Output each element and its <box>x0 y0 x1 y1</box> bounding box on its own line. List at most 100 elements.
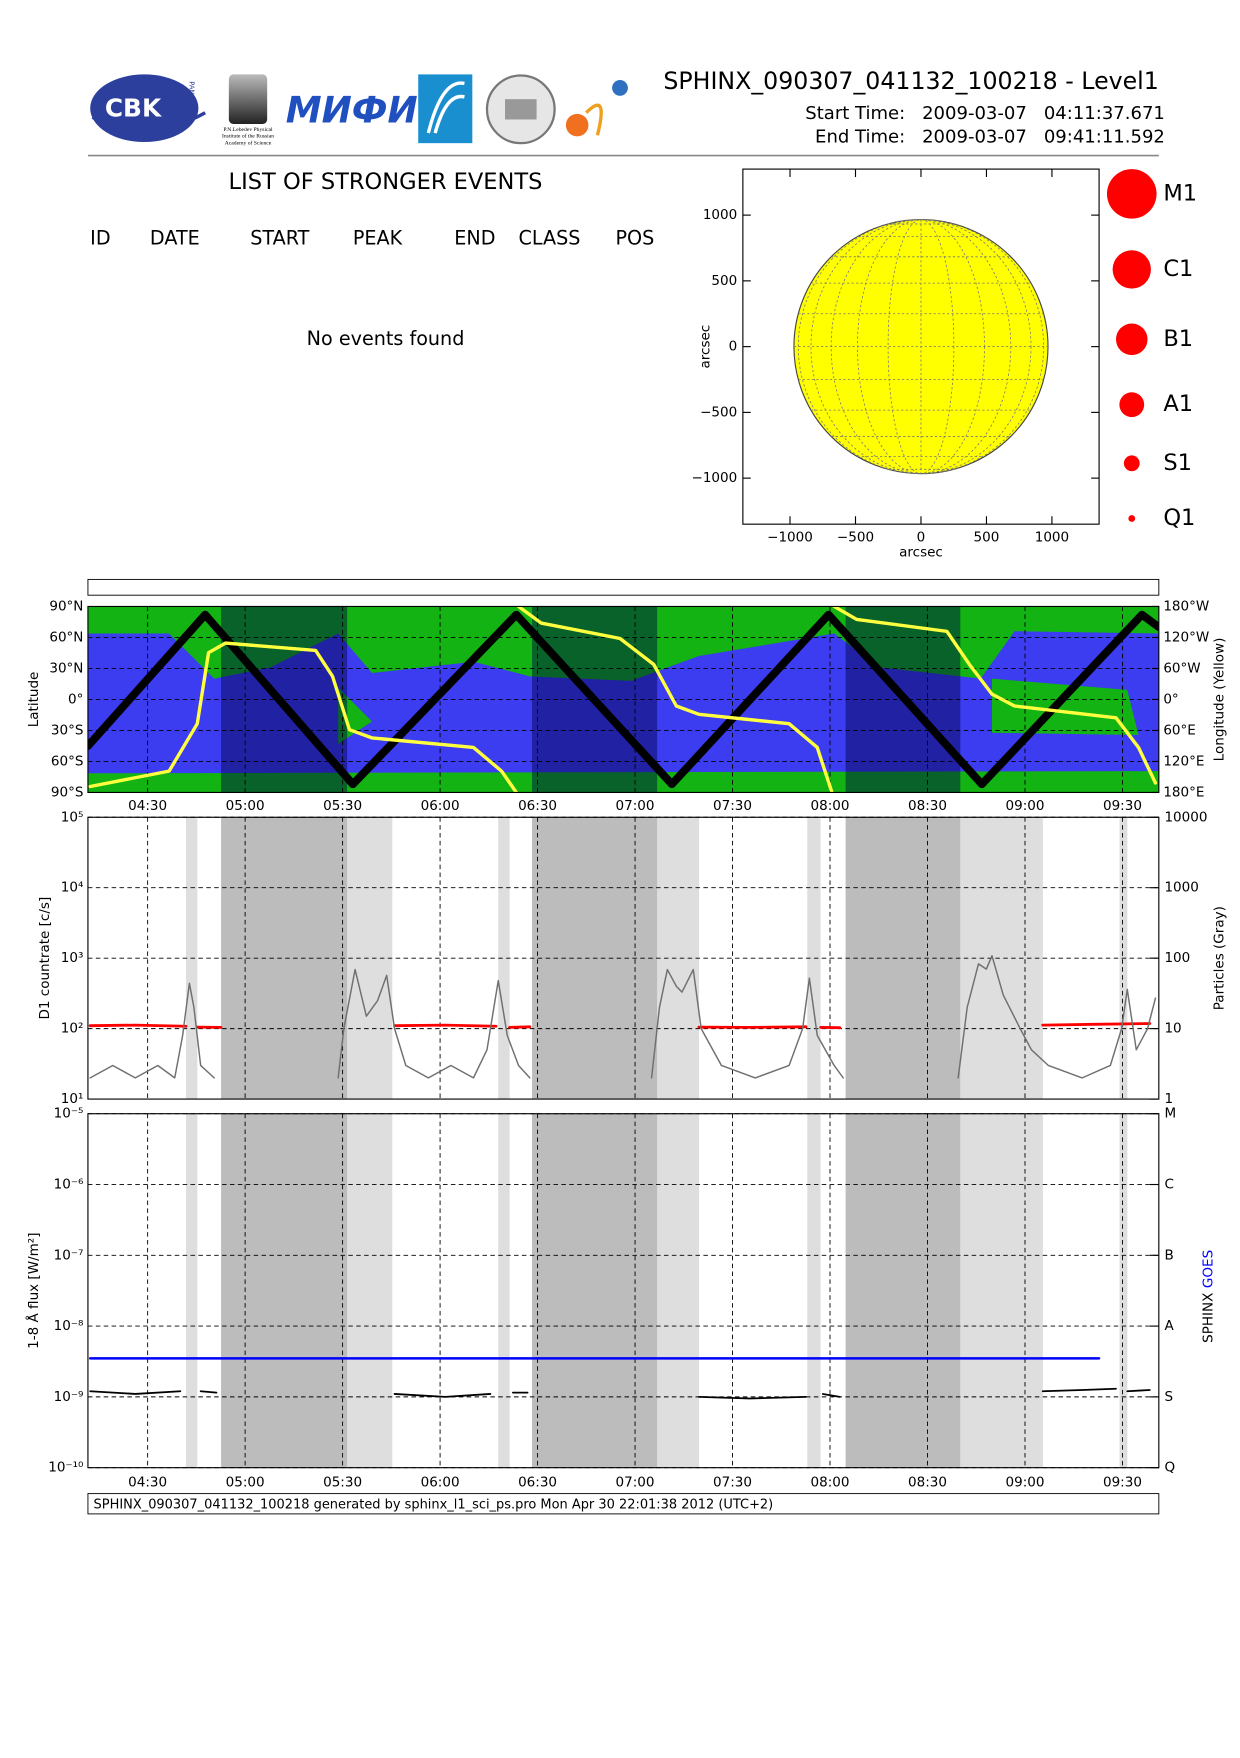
events-column: POS <box>615 226 654 249</box>
y-tick-label: 10² <box>61 1021 84 1037</box>
legend-marker <box>1123 455 1140 472</box>
mifi-text: МИФИ <box>286 90 418 132</box>
y-tick-label: 10⁻⁸ <box>54 1318 84 1334</box>
y2-tick-label: C <box>1164 1177 1173 1193</box>
y2-tick-label: 120°W <box>1163 629 1209 645</box>
x-tick-label: 07:00 <box>616 798 655 814</box>
legend-label: C1 <box>1163 256 1193 282</box>
x-tick-label: 05:00 <box>226 1474 265 1490</box>
y-tick-label: 10⁵ <box>61 809 84 825</box>
y-axis-title: D1 countrate [c/s] <box>37 897 53 1020</box>
y2-tick-label: A <box>1164 1318 1174 1334</box>
y2-tick-label: S <box>1164 1389 1173 1405</box>
particle-shading <box>347 817 393 1100</box>
y-tick-label: 10⁴ <box>61 880 84 896</box>
x-tick-label: 04:30 <box>128 1474 167 1490</box>
x-tick-label: 08:00 <box>811 798 850 814</box>
y2-tick-label: 10 <box>1164 1021 1181 1037</box>
y-axis-title: Latitude <box>26 672 42 728</box>
events-title: LIST OF STRONGER EVENTS <box>229 169 543 195</box>
y-tick-label: 60°N <box>49 629 83 645</box>
particle-region <box>338 687 373 744</box>
legend-marker <box>1106 169 1157 219</box>
flux-frame <box>87 1113 1160 1469</box>
y2-tick-label: 180°E <box>1163 784 1204 800</box>
particle-shading <box>1119 1113 1128 1468</box>
end-label: End Time: <box>815 127 905 148</box>
events-column: PEAK <box>353 226 403 249</box>
legend-marker <box>1128 515 1136 522</box>
x-tick-label: 09:00 <box>1006 798 1045 814</box>
y2-tick-label: 60°W <box>1163 660 1200 676</box>
x-tick-label: 09:30 <box>1103 798 1142 814</box>
particle-shading <box>960 1113 1043 1468</box>
events-column: END <box>454 226 495 249</box>
x-tick-label: 07:30 <box>713 798 752 814</box>
orbit-frame <box>87 605 1160 794</box>
particle-shading <box>498 817 510 1100</box>
particle-shading <box>347 1113 393 1468</box>
particle-shading <box>185 1113 198 1468</box>
y-tick-label: 10³ <box>61 950 84 966</box>
orange-swirl <box>584 103 603 136</box>
y-tick-label: 60°S <box>51 753 84 769</box>
x-tick-label: 0 <box>917 530 926 546</box>
pan-text: PAN <box>188 81 196 94</box>
x-tick-label: −1000 <box>767 530 813 546</box>
eclipse-shading <box>532 1113 658 1468</box>
x-tick-label: 05:30 <box>323 1474 362 1490</box>
events-message: No events found <box>307 327 465 350</box>
x-tick-label: −500 <box>837 530 874 546</box>
blue-dot-logo <box>612 80 628 96</box>
y-tick-label: 0 <box>729 339 738 355</box>
y-tick-label: 30°N <box>49 660 83 676</box>
longitude-track <box>88 606 1158 793</box>
particle-shading <box>807 1113 821 1468</box>
x-tick-label: 09:00 <box>1006 1474 1045 1490</box>
y2-tick-label: 100 <box>1164 950 1190 966</box>
y2-tick-label: 120°E <box>1163 753 1204 769</box>
legend-label: B1 <box>1163 326 1193 352</box>
x-tick-label: 1000 <box>1035 530 1069 546</box>
d1-countrate <box>88 1022 1152 1030</box>
logos: CBK PAN P.N.Lebedev Physical Institute o… <box>90 74 628 146</box>
disk-frame <box>742 168 1100 525</box>
lebedev-text: P.N.Lebedev Physical <box>223 127 273 133</box>
lebedev-text: Academy of Science <box>225 139 272 146</box>
legend-label: S1 <box>1163 450 1192 476</box>
legend-marker <box>1115 323 1148 356</box>
legend-label: M1 <box>1163 180 1197 206</box>
legend-entry: SPHINX <box>1200 1293 1216 1343</box>
particle-shading <box>657 1113 700 1468</box>
y2-axis-title: Longitude (Yellow) <box>1212 638 1228 762</box>
x-axis-title: arcsec <box>899 544 943 560</box>
y2-tick-label: 60°E <box>1163 722 1196 738</box>
events-column: ID <box>90 226 110 249</box>
footer-box <box>87 1493 1160 1515</box>
x-tick-label: 09:30 <box>1103 1474 1142 1490</box>
eclipse-shading <box>845 1113 961 1468</box>
footer-text: SPHINX_090307_041132_100218 generated by… <box>94 1497 774 1512</box>
y-axis-title: 1-8 Å flux [W/m²] <box>25 1233 42 1349</box>
y-tick-label: 500 <box>711 273 737 289</box>
legend-entry: GOES <box>1200 1250 1216 1288</box>
x-tick-label: 07:00 <box>616 1474 655 1490</box>
start-date: 2009-03-07 <box>922 103 1027 124</box>
latitude-track <box>87 610 1159 789</box>
report-title: SPHINX_090307_041132_100218 - Level1 <box>663 67 1158 95</box>
legend-marker <box>1119 392 1145 418</box>
portrait <box>228 74 268 124</box>
seal-building <box>505 99 537 120</box>
y-tick-label: 10¹ <box>61 1091 84 1107</box>
x-tick-label: 07:30 <box>713 1474 752 1490</box>
y-tick-label: −500 <box>700 404 737 420</box>
sphinx-flux <box>89 1387 1151 1400</box>
countrate-frame <box>87 816 1160 1100</box>
y-tick-label: 10⁻¹⁰ <box>48 1460 83 1476</box>
institute-arc <box>426 81 465 134</box>
start-label: Start Time: <box>805 103 905 124</box>
x-tick-label: 04:30 <box>128 798 167 814</box>
y2-tick-label: 180°W <box>1163 598 1209 614</box>
lebedev-text: Institute of the Russian <box>222 133 274 140</box>
x-tick-label: 500 <box>974 530 1000 546</box>
